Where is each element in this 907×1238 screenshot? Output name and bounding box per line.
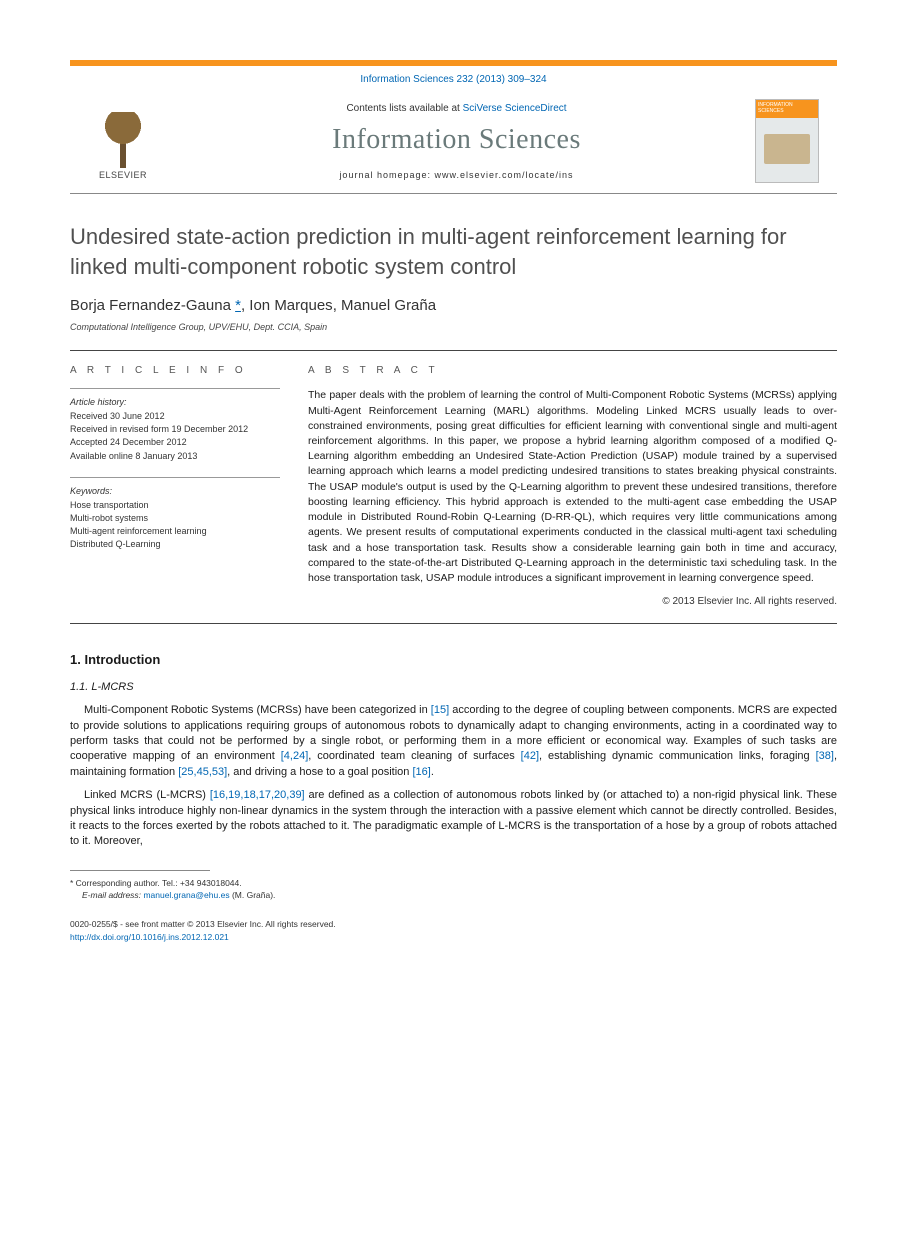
- author-3: Manuel Graña: [341, 297, 436, 314]
- sciverse-link[interactable]: SciVerse ScienceDirect: [463, 103, 567, 114]
- contents-available-line: Contents lists available at SciVerse Sci…: [158, 103, 755, 114]
- abstract-label: A B S T R A C T: [308, 365, 837, 376]
- keyword-4: Distributed Q-Learning: [70, 538, 280, 551]
- intro-paragraph-2: Linked MCRS (L-MCRS) [16,19,18,17,20,39]…: [70, 788, 837, 850]
- banner-center: Contents lists available at SciVerse Sci…: [158, 103, 755, 180]
- abstract-column: A B S T R A C T The paper deals with the…: [308, 365, 837, 607]
- section-1-1-heading: 1.1. L-MCRS: [70, 681, 837, 693]
- history-received: Received 30 June 2012: [70, 410, 280, 423]
- corresponding-author-mark[interactable]: *: [235, 297, 241, 314]
- homepage-prefix: journal homepage:: [339, 170, 434, 180]
- journal-header-banner: Information Sciences 232 (2013) 309–324 …: [70, 60, 837, 194]
- article-info-label: A R T I C L E I N F O: [70, 365, 280, 376]
- author-2: Ion Marques: [249, 297, 332, 314]
- ref-link-lmcrs[interactable]: [16,19,18,17,20,39]: [210, 789, 305, 801]
- email-person: (M. Graña).: [232, 890, 275, 900]
- p1-text-c: , coordinated team cleaning of surfaces: [308, 750, 520, 762]
- history-accepted: Accepted 24 December 2012: [70, 436, 280, 449]
- p2-text-a: Linked MCRS (L-MCRS): [84, 789, 210, 801]
- p1-text-a: Multi-Component Robotic Systems (MCRSs) …: [84, 704, 431, 716]
- cover-title-text: INFORMATION SCIENCES: [758, 102, 793, 114]
- keyword-3: Multi-agent reinforcement learning: [70, 525, 280, 538]
- ref-link-4-24[interactable]: [4,24]: [281, 750, 309, 762]
- article-history-block: Article history: Received 30 June 2012 R…: [70, 388, 280, 462]
- email-link[interactable]: manuel.grana@ehu.es: [143, 890, 229, 900]
- ref-link-42[interactable]: [42]: [521, 750, 539, 762]
- journal-name: Information Sciences: [158, 124, 755, 156]
- footnote-separator: [70, 870, 210, 871]
- author-affiliation: Computational Intelligence Group, UPV/EH…: [70, 322, 837, 332]
- email-footnote: E-mail address: manuel.grana@ehu.es (M. …: [70, 889, 837, 902]
- section-1-heading: 1. Introduction: [70, 652, 837, 667]
- article-title: Undesired state-action prediction in mul…: [70, 222, 837, 281]
- abstract-text: The paper deals with the problem of lear…: [308, 388, 837, 586]
- elsevier-logo-text: ELSEVIER: [99, 170, 147, 180]
- author-1: Borja Fernandez-Gauna: [70, 297, 231, 314]
- p1-text-g: .: [431, 766, 434, 778]
- history-online: Available online 8 January 2013: [70, 450, 280, 463]
- page-root: Information Sciences 232 (2013) 309–324 …: [0, 0, 907, 984]
- citation-line: Information Sciences 232 (2013) 309–324: [70, 66, 837, 99]
- homepage-url: www.elsevier.com/locate/ins: [435, 170, 574, 180]
- intro-paragraph-1: Multi-Component Robotic Systems (MCRSs) …: [70, 703, 837, 780]
- corresponding-author-footnote: * Corresponding author. Tel.: +34 943018…: [70, 877, 837, 890]
- keyword-2: Multi-robot systems: [70, 512, 280, 525]
- issn-line: 0020-0255/$ - see front matter © 2013 El…: [70, 918, 837, 931]
- journal-homepage-line: journal homepage: www.elsevier.com/locat…: [158, 170, 755, 180]
- ref-link-38[interactable]: [38]: [816, 750, 834, 762]
- contents-prefix: Contents lists available at: [346, 103, 462, 114]
- elsevier-logo: ELSEVIER: [88, 102, 158, 180]
- author-list: Borja Fernandez-Gauna *, Ion Marques, Ma…: [70, 297, 837, 314]
- journal-cover-thumbnail: INFORMATION SCIENCES: [755, 99, 819, 183]
- history-revised: Received in revised form 19 December 201…: [70, 423, 280, 436]
- keyword-1: Hose transportation: [70, 499, 280, 512]
- keywords-block: Keywords: Hose transportation Multi-robo…: [70, 477, 280, 551]
- page-footer-block: 0020-0255/$ - see front matter © 2013 El…: [70, 918, 837, 944]
- banner-middle-row: ELSEVIER Contents lists available at Sci…: [70, 99, 837, 193]
- p1-text-f: , and driving a hose to a goal position: [227, 766, 412, 778]
- elsevier-tree-icon: [95, 112, 151, 168]
- article-history-title: Article history:: [70, 397, 280, 407]
- ref-link-16[interactable]: [16]: [412, 766, 430, 778]
- p1-text-d: , establishing dynamic communication lin…: [539, 750, 816, 762]
- keywords-title: Keywords:: [70, 486, 280, 496]
- article-info-column: A R T I C L E I N F O Article history: R…: [70, 365, 280, 607]
- abstract-copyright: © 2013 Elsevier Inc. All rights reserved…: [308, 596, 837, 607]
- info-abstract-row: A R T I C L E I N F O Article history: R…: [70, 350, 837, 624]
- ref-link-25-45-53[interactable]: [25,45,53]: [178, 766, 227, 778]
- citation-link[interactable]: Information Sciences 232 (2013) 309–324: [360, 74, 546, 85]
- email-label: E-mail address:: [82, 890, 141, 900]
- doi-link[interactable]: http://dx.doi.org/10.1016/j.ins.2012.12.…: [70, 932, 229, 942]
- ref-link-15[interactable]: [15]: [431, 704, 449, 716]
